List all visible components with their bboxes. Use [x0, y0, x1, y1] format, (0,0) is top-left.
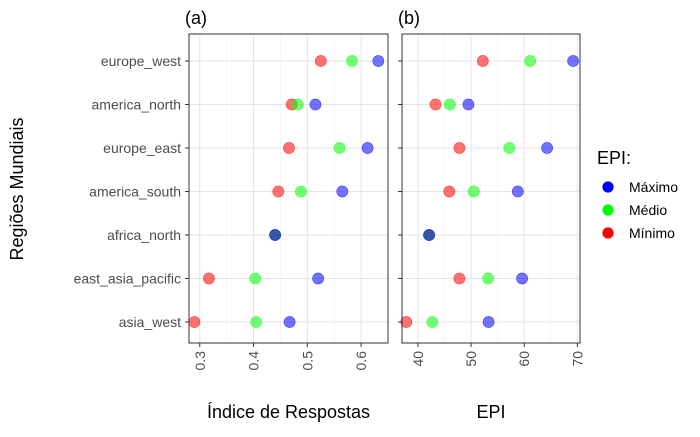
data-point-america-south: [294, 185, 307, 198]
data-point-europe-west: [346, 55, 358, 67]
data-point-east-asia-pacific: [202, 272, 215, 285]
data-point-europe-west: [524, 55, 536, 67]
x-axis-title: EPI: [476, 402, 505, 422]
data-point-europe-west: [372, 55, 385, 67]
data-point-africa-north: [423, 229, 435, 241]
legend: EPI: Máximo Médio Mínimo: [597, 148, 678, 241]
data-point-asia-west: [283, 316, 296, 328]
y-tick-label: europe_west: [101, 53, 181, 69]
x-tick-label: 50: [463, 351, 479, 367]
y-axis-title: Regiões Mundiais: [7, 117, 27, 260]
panel-a: europe_west america_north europe_eastameri…: [74, 8, 389, 422]
data-point-america-north: [309, 98, 322, 111]
legend-key-medio: [602, 204, 614, 216]
data-point-europe-west: [567, 55, 579, 67]
data-point-europe-east: [283, 142, 295, 154]
x-tick-label: 0.6: [353, 351, 369, 371]
data-point-america-south: [467, 185, 480, 198]
data-point-east-asia-pacific: [516, 272, 528, 285]
data-point-america-south: [336, 185, 349, 198]
x-tick-label: 70: [569, 351, 585, 367]
legend-label: Máximo: [629, 179, 678, 195]
data-point-east-asia-pacific: [482, 272, 494, 285]
y-tick-label: east_asia_pacific: [74, 271, 181, 287]
data-point-america-north: [429, 98, 442, 111]
panel-label: (a): [185, 8, 207, 28]
data-point-europe-east: [333, 142, 346, 154]
data-point-asia-west: [482, 316, 495, 328]
y-tick-label: africa_north: [107, 227, 181, 243]
data-point-east-asia-pacific: [453, 272, 466, 285]
x-tick-label: 0.4: [246, 351, 262, 371]
panel-border: [188, 33, 389, 344]
data-point-asia-west: [250, 316, 263, 328]
data-point-asia-west: [188, 316, 201, 328]
data-point-europe-west: [314, 55, 327, 67]
panel-border: [401, 33, 581, 344]
data-point-east-asia-pacific: [312, 272, 324, 285]
data-point-africa-north: [269, 229, 281, 241]
data-point-america-north: [443, 98, 456, 111]
y-tick-label: asia_west: [119, 314, 181, 330]
data-point-east-asia-pacific: [249, 272, 262, 285]
data-point-europe-east: [453, 142, 466, 154]
legend-key-minimo: [602, 227, 614, 239]
x-tick-label: 60: [516, 351, 532, 367]
data-point-europe-east: [503, 142, 516, 154]
data-point-america-south: [272, 185, 285, 198]
x-tick-label: 0.5: [299, 351, 315, 371]
data-point-america-south: [511, 185, 524, 198]
legend-title: EPI:: [597, 148, 631, 168]
panel-background: [402, 34, 580, 343]
panel-background: [189, 34, 388, 343]
data-point-america-south: [443, 185, 456, 198]
data-point-europe-west: [476, 55, 489, 67]
data-point-europe-east: [361, 142, 374, 154]
y-tick-label: europe_east: [103, 140, 181, 156]
panel-b: 40 50 60 70 (b) EPI: [398, 8, 585, 422]
data-point-europe-east: [541, 142, 553, 154]
x-axis-title: Índice de Respostas: [207, 402, 370, 422]
data-point-america-north: [462, 98, 475, 111]
x-tick-label: 0.3: [192, 351, 208, 371]
panel-label: (b): [398, 8, 420, 28]
data-point-asia-west: [426, 316, 439, 328]
x-tick-label: 40: [410, 351, 426, 367]
data-point-america-north: [291, 98, 304, 111]
y-tick-label: america_south: [89, 184, 181, 200]
legend-label: Médio: [629, 202, 667, 218]
y-tick-label: america_north: [92, 97, 182, 113]
legend-key-maximo: [602, 181, 614, 193]
legend-label: Mínimo: [629, 225, 675, 241]
